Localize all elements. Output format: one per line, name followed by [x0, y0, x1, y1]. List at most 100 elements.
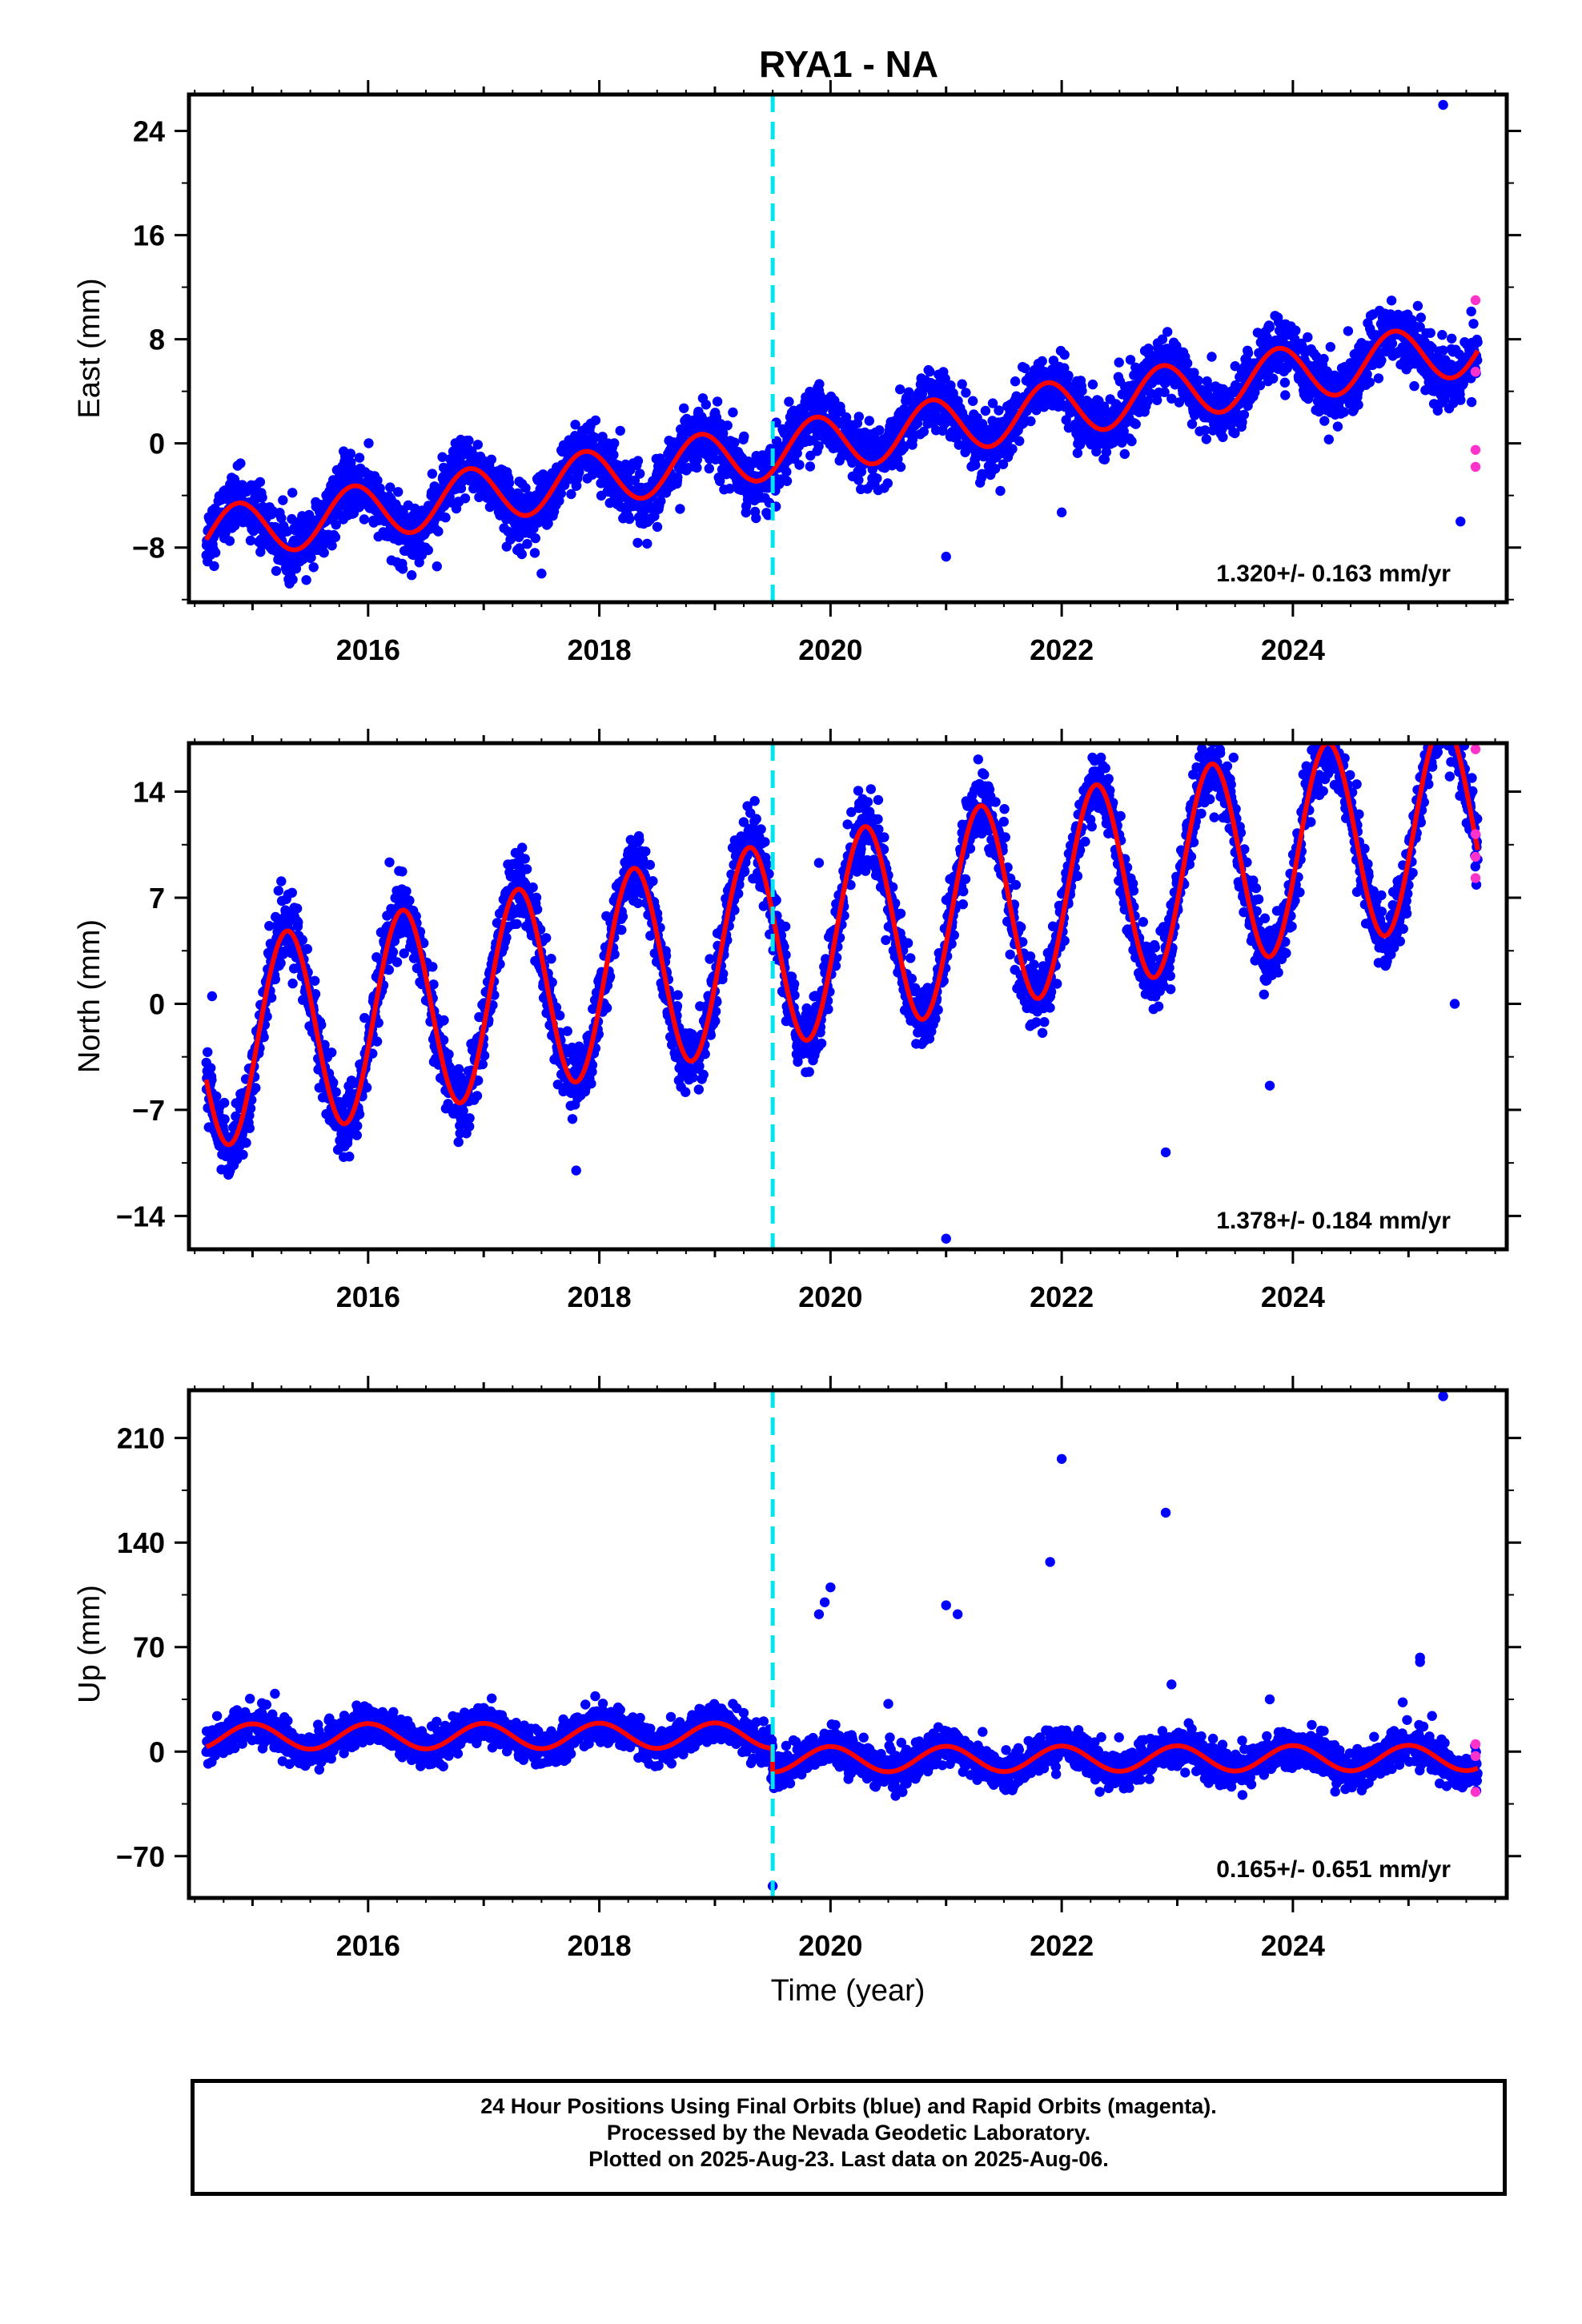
rapid-point — [1470, 444, 1481, 455]
final-point — [704, 463, 714, 474]
y-axis-label: East (mm) — [73, 278, 106, 418]
final-point — [673, 472, 683, 483]
final-point — [1166, 393, 1177, 404]
final-point — [1142, 396, 1153, 406]
final-point — [1387, 338, 1398, 349]
plot-frame — [187, 92, 1509, 605]
final-point — [219, 1114, 230, 1124]
final-point — [1186, 419, 1198, 429]
final-point — [287, 574, 298, 585]
final-point — [970, 460, 981, 470]
final-point — [1087, 379, 1098, 390]
final-point — [259, 1031, 269, 1043]
final-point — [1415, 312, 1427, 323]
final-point — [995, 485, 1006, 497]
final-point — [977, 419, 988, 429]
final-point — [725, 484, 735, 494]
final-point — [624, 513, 635, 525]
final-point — [1303, 332, 1313, 343]
final-point — [864, 416, 875, 426]
final-point — [354, 1109, 365, 1120]
final-point — [794, 460, 805, 470]
final-point — [251, 1083, 261, 1093]
final-point — [1200, 425, 1211, 436]
final-point — [532, 904, 543, 915]
final-point — [432, 561, 442, 572]
final-point — [1026, 416, 1036, 427]
final-point — [428, 962, 438, 972]
final-point — [1152, 395, 1162, 405]
final-point — [781, 466, 792, 477]
final-point — [998, 459, 1009, 469]
final-point — [327, 1047, 337, 1058]
final-point — [210, 547, 221, 558]
final-point — [385, 482, 396, 493]
final-point — [925, 366, 935, 377]
x-tick-label: 2024 — [1261, 633, 1325, 666]
final-point — [371, 1036, 383, 1047]
final-point — [1323, 434, 1335, 444]
final-point — [1438, 345, 1448, 356]
final-point — [244, 1123, 255, 1133]
final-point — [1072, 448, 1083, 458]
final-point — [270, 974, 280, 985]
final-point — [1362, 369, 1372, 380]
final-point — [276, 513, 287, 524]
final-point — [291, 903, 303, 914]
final-point — [895, 461, 906, 472]
final-point — [895, 384, 905, 395]
final-point — [404, 895, 415, 906]
final-point — [438, 1035, 449, 1045]
final-point — [372, 475, 383, 486]
final-point — [361, 1082, 372, 1093]
final-point — [520, 483, 531, 493]
final-point — [387, 947, 399, 957]
final-point — [517, 842, 528, 853]
final-point — [363, 438, 374, 448]
final-point — [940, 373, 950, 384]
final-point — [512, 919, 522, 930]
final-point — [266, 992, 277, 1003]
final-point — [729, 437, 740, 448]
final-point — [1466, 396, 1477, 408]
final-point — [652, 521, 663, 533]
final-point — [528, 882, 538, 893]
final-point — [632, 456, 644, 466]
final-point — [306, 553, 316, 563]
final-point — [1063, 370, 1074, 381]
final-point — [1119, 448, 1130, 460]
final-point — [1020, 363, 1030, 373]
final-point — [1279, 377, 1291, 388]
final-point — [472, 1091, 483, 1101]
final-point — [1353, 400, 1363, 410]
final-point — [781, 476, 793, 486]
final-point — [715, 476, 725, 486]
final-point — [464, 435, 474, 446]
final-point — [552, 1080, 563, 1090]
outlier-point — [941, 551, 951, 562]
final-point — [1437, 330, 1447, 340]
final-point — [460, 493, 471, 504]
final-orbit-points — [201, 296, 1483, 589]
final-point — [203, 1047, 213, 1058]
final-point — [1125, 355, 1136, 365]
y-tick-label: 8 — [149, 324, 165, 356]
rapid-point — [1470, 367, 1481, 377]
final-point — [245, 535, 256, 546]
final-point — [1101, 447, 1112, 457]
final-point — [501, 932, 512, 943]
final-point — [407, 570, 417, 581]
final-point — [531, 892, 542, 903]
final-point — [1237, 416, 1247, 428]
final-point — [1114, 357, 1124, 368]
final-point — [1373, 373, 1384, 384]
final-point — [961, 388, 971, 398]
final-point — [1077, 385, 1087, 396]
final-point — [635, 468, 645, 479]
final-point — [310, 975, 320, 987]
final-point — [642, 538, 652, 549]
final-point — [287, 887, 297, 899]
final-point — [814, 379, 825, 389]
final-point — [1466, 306, 1476, 317]
